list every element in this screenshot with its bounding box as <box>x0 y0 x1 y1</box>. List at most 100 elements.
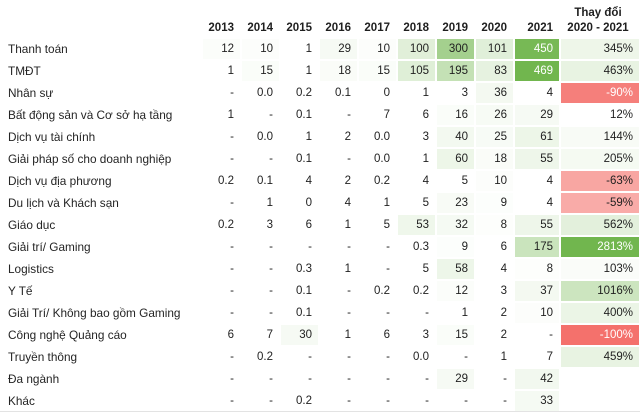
year-cell-value: - <box>347 395 351 407</box>
year-cell-value: 1 <box>461 307 468 319</box>
year-cell-value: 30 <box>281 325 318 345</box>
year-cell-value: - <box>269 153 273 165</box>
year-cell: 1 <box>397 148 436 170</box>
row-label: Giải trí/ Gaming <box>8 240 91 254</box>
change-cell: 463% <box>560 60 640 82</box>
year-cell-value: 0 <box>383 87 390 99</box>
year-cell-value: 32 <box>437 215 474 235</box>
column-header: 2020 <box>481 22 507 34</box>
table-row: Công nghệ Quảng cáo 6 7 30 1 6 3 15 2 - -100% <box>0 324 640 346</box>
year-cell-value: - <box>386 307 390 319</box>
year-cell: 10 <box>475 170 514 192</box>
year-cell-value: 1 <box>266 197 273 209</box>
year-cell: 195 <box>436 60 475 82</box>
year-cell-value: - <box>347 307 351 319</box>
year-cell-value: 3 <box>422 329 429 341</box>
year-cell-value: - <box>347 285 351 297</box>
year-cell: 0.1 <box>280 280 319 302</box>
year-cell: 7 <box>358 104 397 126</box>
year-cell-value: 6 <box>422 109 429 121</box>
year-cell-value: 0.3 <box>296 263 312 275</box>
year-cell: 58 <box>436 258 475 280</box>
year-cell-value: 0.2 <box>296 87 312 99</box>
row-label: Giáo dục <box>8 218 56 232</box>
year-cell: 37 <box>514 280 560 302</box>
year-cell-value: - <box>347 153 351 165</box>
year-cell: - <box>397 302 436 324</box>
column-header: 2021 <box>527 22 553 34</box>
year-cell: 15 <box>241 60 280 82</box>
year-cell-value: - <box>386 395 390 407</box>
year-cell-value: - <box>230 307 234 319</box>
year-cell: - <box>358 346 397 368</box>
change-cell-value: 103% <box>561 259 639 279</box>
year-cell: 0.1 <box>280 104 319 126</box>
change-cell: -90% <box>560 82 640 104</box>
year-cell: 18 <box>319 60 358 82</box>
year-cell: - <box>358 258 397 280</box>
year-cell: 0.2 <box>397 280 436 302</box>
change-cell-value: 205% <box>561 149 639 169</box>
year-cell: - <box>475 390 514 411</box>
year-cell-value: - <box>464 351 468 363</box>
year-cell-value: 0.0 <box>374 153 390 165</box>
change-cell-value: 2813% <box>561 237 639 257</box>
year-cell: - <box>241 104 280 126</box>
row-label: Nhân sự <box>8 86 54 100</box>
year-cell-value: - <box>269 285 273 297</box>
year-cell-value: 6 <box>227 329 234 341</box>
year-cell-value: - <box>386 241 390 253</box>
change-cell: 205% <box>560 148 640 170</box>
year-cell-value: - <box>230 153 234 165</box>
year-cell: 3 <box>436 82 475 104</box>
year-cell-value: 18 <box>320 61 357 81</box>
year-cell: 175 <box>514 236 560 258</box>
year-cell-value: 0.1 <box>296 285 312 297</box>
year-cell-value: 53 <box>398 215 435 235</box>
header-row: 2013 2014 2015 2016 2017 2018 2019 2020 2021 Thay… <box>0 2 640 38</box>
year-cell-value: 0.1 <box>335 87 351 99</box>
year-cell: 3 <box>397 324 436 346</box>
year-cell: 3 <box>475 280 514 302</box>
year-cell-value: 1 <box>305 131 312 143</box>
year-cell: 2 <box>319 170 358 192</box>
year-cell: - <box>358 368 397 390</box>
table-row: Giải trí/ Gaming - - - - - 0.3 9 6 175 2813% <box>0 236 640 258</box>
change-cell-value <box>561 369 639 389</box>
year-cell: 29 <box>436 368 475 390</box>
year-cell-value: 3 <box>461 87 468 99</box>
year-cell: 8 <box>475 214 514 236</box>
year-cell-value: 1 <box>227 65 234 77</box>
year-cell-value: - <box>425 307 429 319</box>
year-cell-value: - <box>503 373 507 385</box>
year-cell-value: 23 <box>437 193 474 213</box>
year-cell: 0.2 <box>358 170 397 192</box>
year-cell: - <box>241 368 280 390</box>
year-cell-value: 0.2 <box>218 175 234 187</box>
year-cell: - <box>397 368 436 390</box>
year-cell: 10 <box>358 38 397 60</box>
year-cell: - <box>241 148 280 170</box>
year-cell: 7 <box>241 324 280 346</box>
year-cell: - <box>319 104 358 126</box>
year-cell-value: 42 <box>515 369 559 389</box>
year-cell: 29 <box>514 104 560 126</box>
table-row: Bất động sản và Cơ sở hạ tầng 1-0.1-7 6 16 2… <box>0 104 640 126</box>
year-cell: 10 <box>241 38 280 60</box>
year-cell-value: 0.1 <box>296 307 312 319</box>
table-row: Thanh toán 12 10 1 29 10 100 300 101 450 345% <box>0 38 640 60</box>
year-cell-value: 0.0 <box>257 87 273 99</box>
year-cell-value: 29 <box>437 369 474 389</box>
year-cell-value: - <box>425 395 429 407</box>
change-cell-value: 1016% <box>561 281 639 301</box>
year-cell-value: 9 <box>437 237 474 257</box>
year-cell: 9 <box>475 192 514 214</box>
year-cell-value: 4 <box>305 175 312 187</box>
year-cell-value: 5 <box>383 219 390 231</box>
year-cell: 1 <box>202 60 241 82</box>
row-label: TMĐT <box>8 64 41 78</box>
year-cell: 1 <box>475 346 514 368</box>
year-cell: 0.0 <box>241 82 280 104</box>
year-cell: 4 <box>514 82 560 104</box>
year-cell: 26 <box>475 104 514 126</box>
